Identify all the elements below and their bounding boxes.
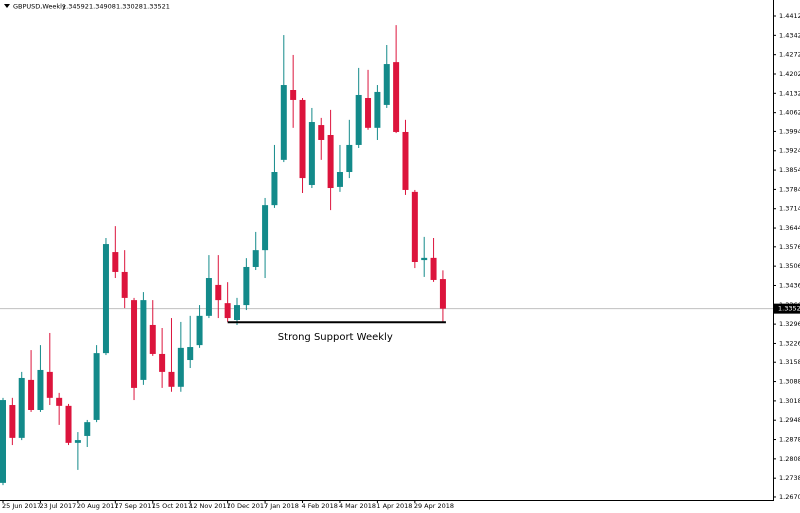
y-tick-label: 1.30880 xyxy=(779,378,800,386)
candle-body xyxy=(365,98,372,128)
candle-body xyxy=(383,64,390,105)
menu-icon[interactable] xyxy=(4,4,10,8)
x-tick-label: 10 Dec 2017 xyxy=(227,502,269,510)
candle-body xyxy=(18,377,25,438)
candle-body xyxy=(374,91,381,128)
candle-body xyxy=(411,191,418,263)
candle-body xyxy=(271,172,278,206)
header-value: 1.34592 xyxy=(62,3,89,11)
candle-body xyxy=(56,397,63,406)
x-tick-label: 17 Sep 2017 xyxy=(114,502,155,510)
candle-body xyxy=(234,305,240,320)
current-price-label: 1.33521 xyxy=(778,305,800,313)
candle-body xyxy=(243,266,250,306)
x-tick-label: 4 Mar 2018 xyxy=(339,502,376,510)
y-tick-label: 1.37840 xyxy=(779,185,800,193)
candle-body xyxy=(159,353,166,372)
candle-body xyxy=(28,379,35,410)
y-tick-label: 1.28080 xyxy=(779,455,800,463)
candle-body xyxy=(121,271,128,298)
candle-body xyxy=(37,369,44,410)
candle-body xyxy=(74,440,81,443)
candle-body xyxy=(187,347,194,361)
candle-body xyxy=(168,371,175,387)
x-tick-label: 23 Jul 2017 xyxy=(39,502,76,510)
x-tick-label: 15 Oct 2017 xyxy=(152,502,192,510)
x-tick-label: 12 Nov 2017 xyxy=(189,502,231,510)
candle-body xyxy=(252,250,259,267)
y-tick-label: 1.32960 xyxy=(779,320,800,328)
candle-body xyxy=(205,278,212,316)
y-tick-label: 1.29480 xyxy=(779,416,800,424)
candle-body xyxy=(402,131,409,190)
candle-body xyxy=(46,371,53,398)
candle-body xyxy=(439,279,446,309)
y-tick-label: 1.39240 xyxy=(779,147,800,155)
y-tick-label: 1.28780 xyxy=(779,436,800,444)
candle-body xyxy=(84,422,91,436)
x-tick-label: 4 Feb 2018 xyxy=(302,502,338,510)
candle-body xyxy=(421,257,428,261)
y-tick-label: 1.30180 xyxy=(779,397,800,405)
y-tick-label: 1.27380 xyxy=(779,474,800,482)
candle-body xyxy=(215,284,222,301)
y-tick-label: 1.37140 xyxy=(779,205,800,213)
candle-body xyxy=(102,244,109,354)
x-tick-label: 7 Jan 2018 xyxy=(264,502,299,510)
y-tick-label: 1.36440 xyxy=(779,224,800,232)
x-tick-label: 25 Jun 2017 xyxy=(2,502,41,510)
header-value: 1.34908 xyxy=(89,3,116,11)
y-tick-label: 1.35760 xyxy=(779,243,800,251)
x-tick-label: 29 Apr 2018 xyxy=(414,502,454,510)
header-value: 1.33028 xyxy=(116,3,143,11)
y-tick-label: 1.34360 xyxy=(779,281,800,289)
y-tick-label: 1.41320 xyxy=(779,89,800,97)
candle-body xyxy=(346,144,353,173)
candle-body xyxy=(430,257,437,280)
candle-body xyxy=(65,405,72,443)
x-tick-label: 20 Aug 2017 xyxy=(77,502,119,510)
candle-body xyxy=(93,353,100,420)
y-tick-label: 1.39940 xyxy=(779,127,800,135)
candle-body xyxy=(224,303,231,319)
candle-body xyxy=(336,172,343,187)
candle-body xyxy=(177,347,184,387)
y-tick-label: 1.40620 xyxy=(779,109,800,117)
candle-body xyxy=(290,90,297,100)
candle-body xyxy=(131,300,138,388)
y-tick-label: 1.42720 xyxy=(779,51,800,59)
candle-body xyxy=(393,62,400,132)
y-tick-label: 1.42020 xyxy=(779,70,800,78)
candle-body xyxy=(262,205,269,251)
y-tick-label: 1.43420 xyxy=(779,31,800,39)
y-tick-label: 1.44120 xyxy=(779,12,800,20)
candle-body xyxy=(9,405,16,438)
candle-body xyxy=(112,252,119,272)
candle-body xyxy=(327,135,334,189)
candle-body xyxy=(299,99,306,179)
header-value: 1.33521 xyxy=(143,3,170,11)
candle-body xyxy=(149,324,156,354)
y-tick-label: 1.38540 xyxy=(779,166,800,174)
candle-body xyxy=(318,125,325,140)
support-label: Strong Support Weekly xyxy=(278,332,393,343)
candle-body xyxy=(355,94,362,145)
y-tick-label: 1.35060 xyxy=(779,262,800,270)
candle-body xyxy=(280,85,287,160)
y-tick-label: 1.31580 xyxy=(779,358,800,366)
candle-body xyxy=(308,122,315,185)
x-tick-label: 1 Apr 2018 xyxy=(376,502,412,510)
y-tick-label: 1.26700 xyxy=(779,493,800,501)
candle-body xyxy=(196,315,203,346)
candle-body xyxy=(0,400,6,483)
candle-body xyxy=(140,300,147,380)
chart-title: GBPUSD,Weekly xyxy=(13,3,66,11)
current-price-box xyxy=(774,303,800,314)
y-tick-label: 1.32260 xyxy=(779,339,800,347)
